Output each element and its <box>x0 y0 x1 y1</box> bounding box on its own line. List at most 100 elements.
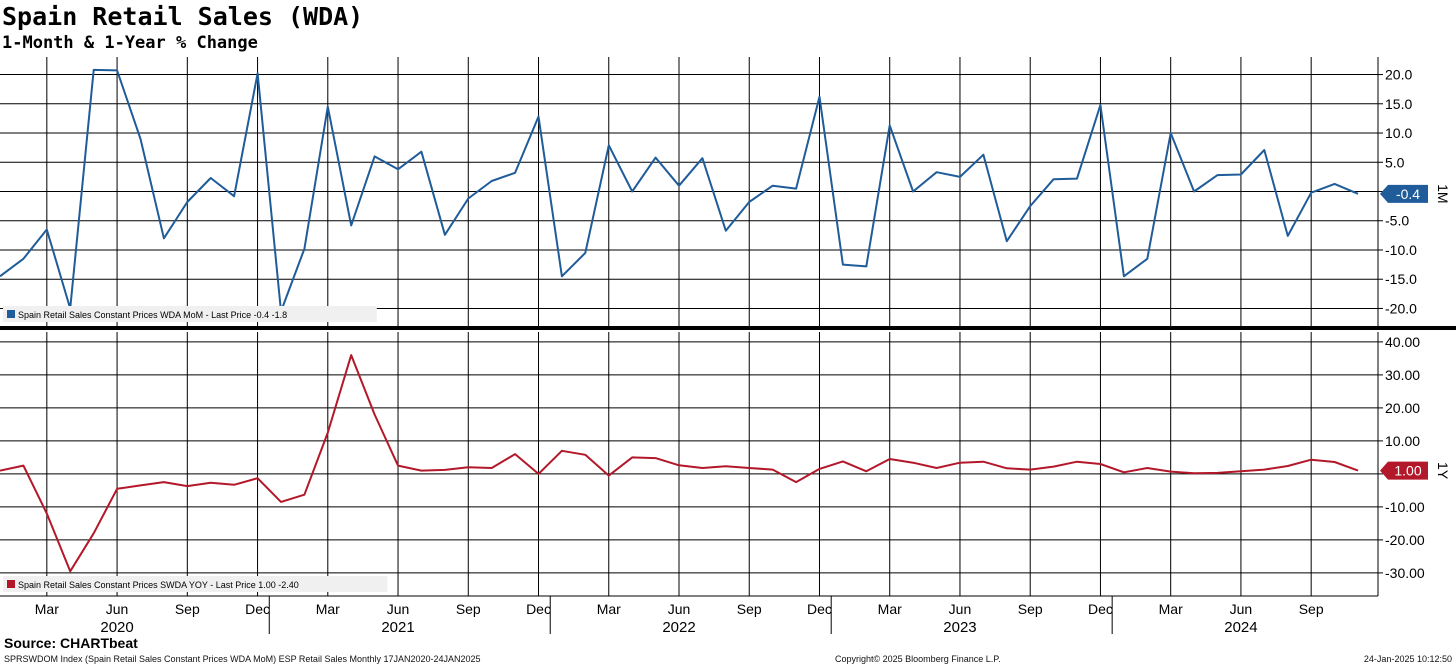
top-data-point <box>209 177 212 180</box>
bottom-legend-label: Spain Retail Sales Constant Prices SWDA … <box>18 580 299 590</box>
top-ytick-label: -20.0 <box>1385 300 1417 316</box>
top-data-point <box>841 263 844 266</box>
bottom-ytick-label: 20.00 <box>1385 400 1420 416</box>
top-data-point <box>397 168 400 171</box>
x-month-label: Sep <box>175 601 200 617</box>
top-data-point <box>537 115 540 118</box>
bottom-data-point <box>1310 458 1313 461</box>
top-ytick-label: -15.0 <box>1385 271 1417 287</box>
top-data-point <box>982 153 985 156</box>
bottom-data-point <box>958 461 961 464</box>
bottom-data-point <box>69 570 72 573</box>
top-ytick-label: -5.0 <box>1385 213 1409 229</box>
bottom-data-point <box>397 464 400 467</box>
top-data-point <box>1193 190 1196 193</box>
top-data-point <box>912 190 915 193</box>
grid-layer <box>0 57 1378 596</box>
bottom-data-point <box>1169 470 1172 473</box>
top-data-point <box>1122 275 1125 278</box>
bottom-last-value-badge <box>1380 461 1428 480</box>
top-data-point <box>514 171 517 174</box>
bottom-legend-swatch <box>7 580 15 588</box>
top-data-point <box>701 157 704 160</box>
bottom-data-point <box>350 354 353 357</box>
top-data-point <box>1005 240 1008 243</box>
bottom-data-point <box>841 460 844 463</box>
source-note: Source: CHARTbeat <box>4 635 138 651</box>
bottom-ytick-label: 40.00 <box>1385 334 1420 350</box>
top-data-point <box>350 224 353 227</box>
legend-layer: Spain Retail Sales Constant Prices WDA M… <box>3 306 388 592</box>
bottom-data-point <box>514 453 517 456</box>
index-info: SPRSWDOM Index (Spain Retail Sales Const… <box>4 654 481 664</box>
bottom-data-point <box>1193 472 1196 475</box>
bottom-data-point <box>162 481 165 484</box>
bottom-data-point <box>795 481 798 484</box>
bottom-data-point <box>1005 467 1008 470</box>
bottom-data-point <box>560 449 563 452</box>
top-data-point <box>1099 103 1102 106</box>
top-data-point <box>795 187 798 190</box>
bottom-data-point <box>1216 471 1219 474</box>
top-data-point <box>1333 182 1336 185</box>
bottom-data-point <box>303 493 306 496</box>
top-ytick-label: 10.0 <box>1385 125 1412 141</box>
top-data-point <box>748 201 751 204</box>
bottom-data-point <box>116 487 119 490</box>
top-data-point <box>373 155 376 158</box>
bottom-data-point <box>92 532 95 535</box>
top-data-point <box>256 72 259 75</box>
bottom-axis-label: 1Y <box>1435 462 1451 480</box>
timestamp: 24-Jan-2025 10:12:50 <box>1363 654 1452 664</box>
top-data-point <box>233 195 236 198</box>
bottom-data-point <box>537 472 540 475</box>
chart-title: Spain Retail Sales (WDA) <box>2 2 364 31</box>
top-data-point <box>1239 173 1242 176</box>
x-month-label: Dec <box>526 601 551 617</box>
x-month-label: Jun <box>387 601 410 617</box>
top-last-value-badge <box>1380 184 1428 203</box>
top-data-point <box>1169 132 1172 135</box>
top-data-point <box>1216 174 1219 177</box>
top-data-point <box>818 95 821 98</box>
bottom-data-point <box>1286 464 1289 467</box>
bottom-data-point <box>982 460 985 463</box>
axis-layer: 20.015.010.05.00.0-5.0-10.0-15.0-20.0-0.… <box>0 57 1456 636</box>
x-month-label: Dec <box>807 601 832 617</box>
bottom-data-point <box>186 485 189 488</box>
x-month-label: Mar <box>35 601 59 617</box>
bottom-data-point <box>326 431 329 434</box>
top-data-point <box>186 201 189 204</box>
top-data-point <box>443 233 446 236</box>
bottom-data-point <box>865 470 868 473</box>
bottom-data-point <box>420 469 423 472</box>
bottom-data-point <box>1239 470 1242 473</box>
x-month-label: Mar <box>597 601 621 617</box>
bottom-ytick-label: -20.00 <box>1385 532 1425 548</box>
bottom-data-point <box>139 484 142 487</box>
bottom-data-point <box>771 468 774 471</box>
top-data-point <box>935 171 938 174</box>
x-year-label: 2022 <box>662 619 695 636</box>
top-data-point <box>326 105 329 108</box>
x-month-label: Mar <box>316 601 340 617</box>
top-data-point <box>678 184 681 187</box>
top-data-point <box>607 144 610 147</box>
panel-separator <box>0 326 1456 330</box>
bottom-data-point <box>1076 460 1079 463</box>
bottom-data-point <box>748 466 751 469</box>
bottom-data-point <box>1146 466 1149 469</box>
top-data-point <box>1146 257 1149 260</box>
bottom-legend-box <box>3 576 388 592</box>
x-month-label: Dec <box>1088 601 1113 617</box>
bottom-data-point <box>279 500 282 503</box>
top-data-point <box>631 190 634 193</box>
x-month-label: Mar <box>878 601 902 617</box>
bottom-data-point <box>45 512 48 515</box>
bottom-series-line <box>0 354 1359 573</box>
top-data-point <box>865 265 868 268</box>
x-year-label: 2020 <box>100 619 133 636</box>
bottom-data-point <box>1052 465 1055 468</box>
top-data-point <box>1263 148 1266 151</box>
x-month-label: Jun <box>1230 601 1253 617</box>
